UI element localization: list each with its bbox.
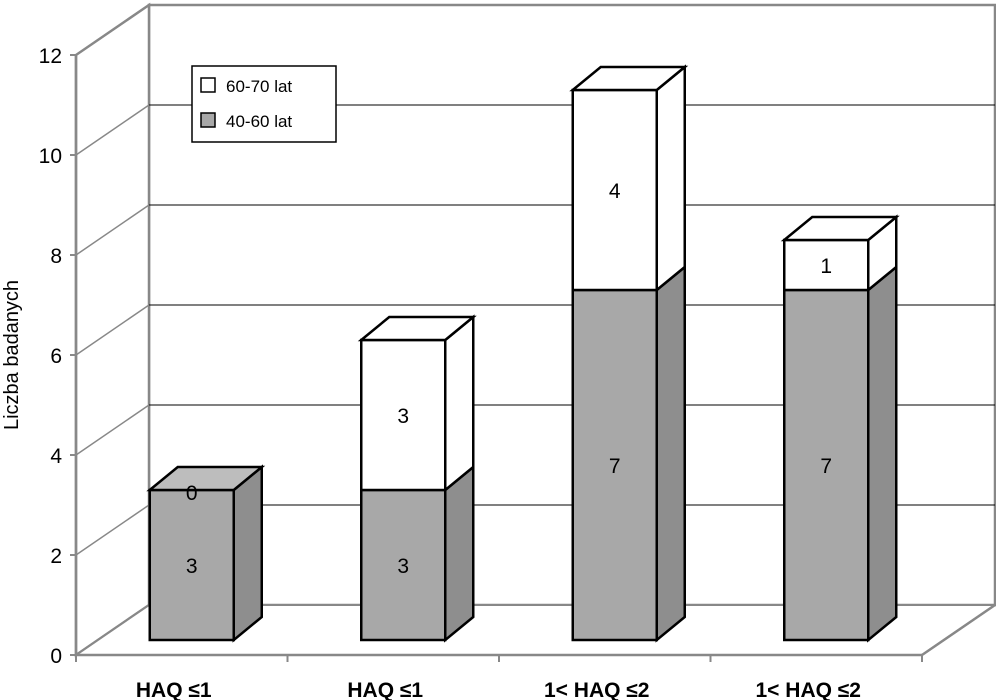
y-axis-label: Liczba badanych <box>1 280 23 430</box>
y-tick-label: 0 <box>50 645 62 668</box>
side-gridline <box>75 504 150 556</box>
x-tick-label: HAQ ≤1 <box>136 679 212 700</box>
bar-top <box>146 465 266 492</box>
data-label: 1 <box>820 255 832 278</box>
side-gridline <box>75 304 150 356</box>
bar-segment-side <box>867 264 898 643</box>
bar-segment-side <box>655 264 686 643</box>
bar-top <box>569 65 689 92</box>
y-tick-label: 2 <box>50 545 62 568</box>
data-label: 4 <box>609 180 621 203</box>
bar-segment-side <box>444 314 475 493</box>
legend-label-40-60: 40-60 lat <box>226 112 292 131</box>
bar-segment-side <box>444 464 475 643</box>
data-label: 3 <box>397 405 409 428</box>
side-gridline <box>75 604 150 656</box>
side-gridline <box>75 404 150 456</box>
y-tick-labels: 0 2 4 6 8 10 12 <box>39 45 63 668</box>
bar-top <box>780 215 900 242</box>
legend-box <box>191 65 337 143</box>
x-tick-label: HAQ ≤1 <box>347 679 423 700</box>
legend-swatch-60-70 <box>200 77 216 93</box>
bar-segment-front <box>571 288 658 642</box>
y-tick-label: 4 <box>50 445 62 468</box>
legend-label-60-70: 60-70 lat <box>226 77 292 96</box>
y-tick-label: 12 <box>39 45 62 68</box>
side-gridline <box>75 104 150 156</box>
data-label: 3 <box>397 555 409 578</box>
bar-segment-front <box>571 88 658 292</box>
bars: 3 0 3 3 7 4 7 1 <box>146 64 900 643</box>
data-label: 7 <box>609 455 621 478</box>
legend: 60-70 lat 40-60 lat <box>191 65 337 143</box>
floor-edge <box>921 603 996 657</box>
bar-segment-side <box>232 464 263 643</box>
bar-top <box>357 315 477 342</box>
bar-segment-front <box>783 288 870 642</box>
axes <box>70 54 996 662</box>
y-tick-label: 8 <box>50 245 62 268</box>
data-label: 0 <box>186 482 198 505</box>
y-tick-label: 10 <box>39 145 62 168</box>
x-tick-label: 1< HAQ ≤2 <box>756 679 861 700</box>
legend-swatch-40-60 <box>200 112 216 128</box>
y-tick-label: 6 <box>50 345 62 368</box>
side-gridline <box>75 204 150 256</box>
bar-segment-front <box>360 488 447 642</box>
x-tick-labels: HAQ ≤1 HAQ ≤1 1< HAQ ≤2 1< HAQ ≤2 <box>136 679 861 700</box>
data-label: 3 <box>186 555 198 578</box>
side-gridline <box>75 4 150 56</box>
data-label: 7 <box>820 455 832 478</box>
x-tick-label: 1< HAQ ≤2 <box>544 679 649 700</box>
bar-segment-side <box>655 64 686 293</box>
